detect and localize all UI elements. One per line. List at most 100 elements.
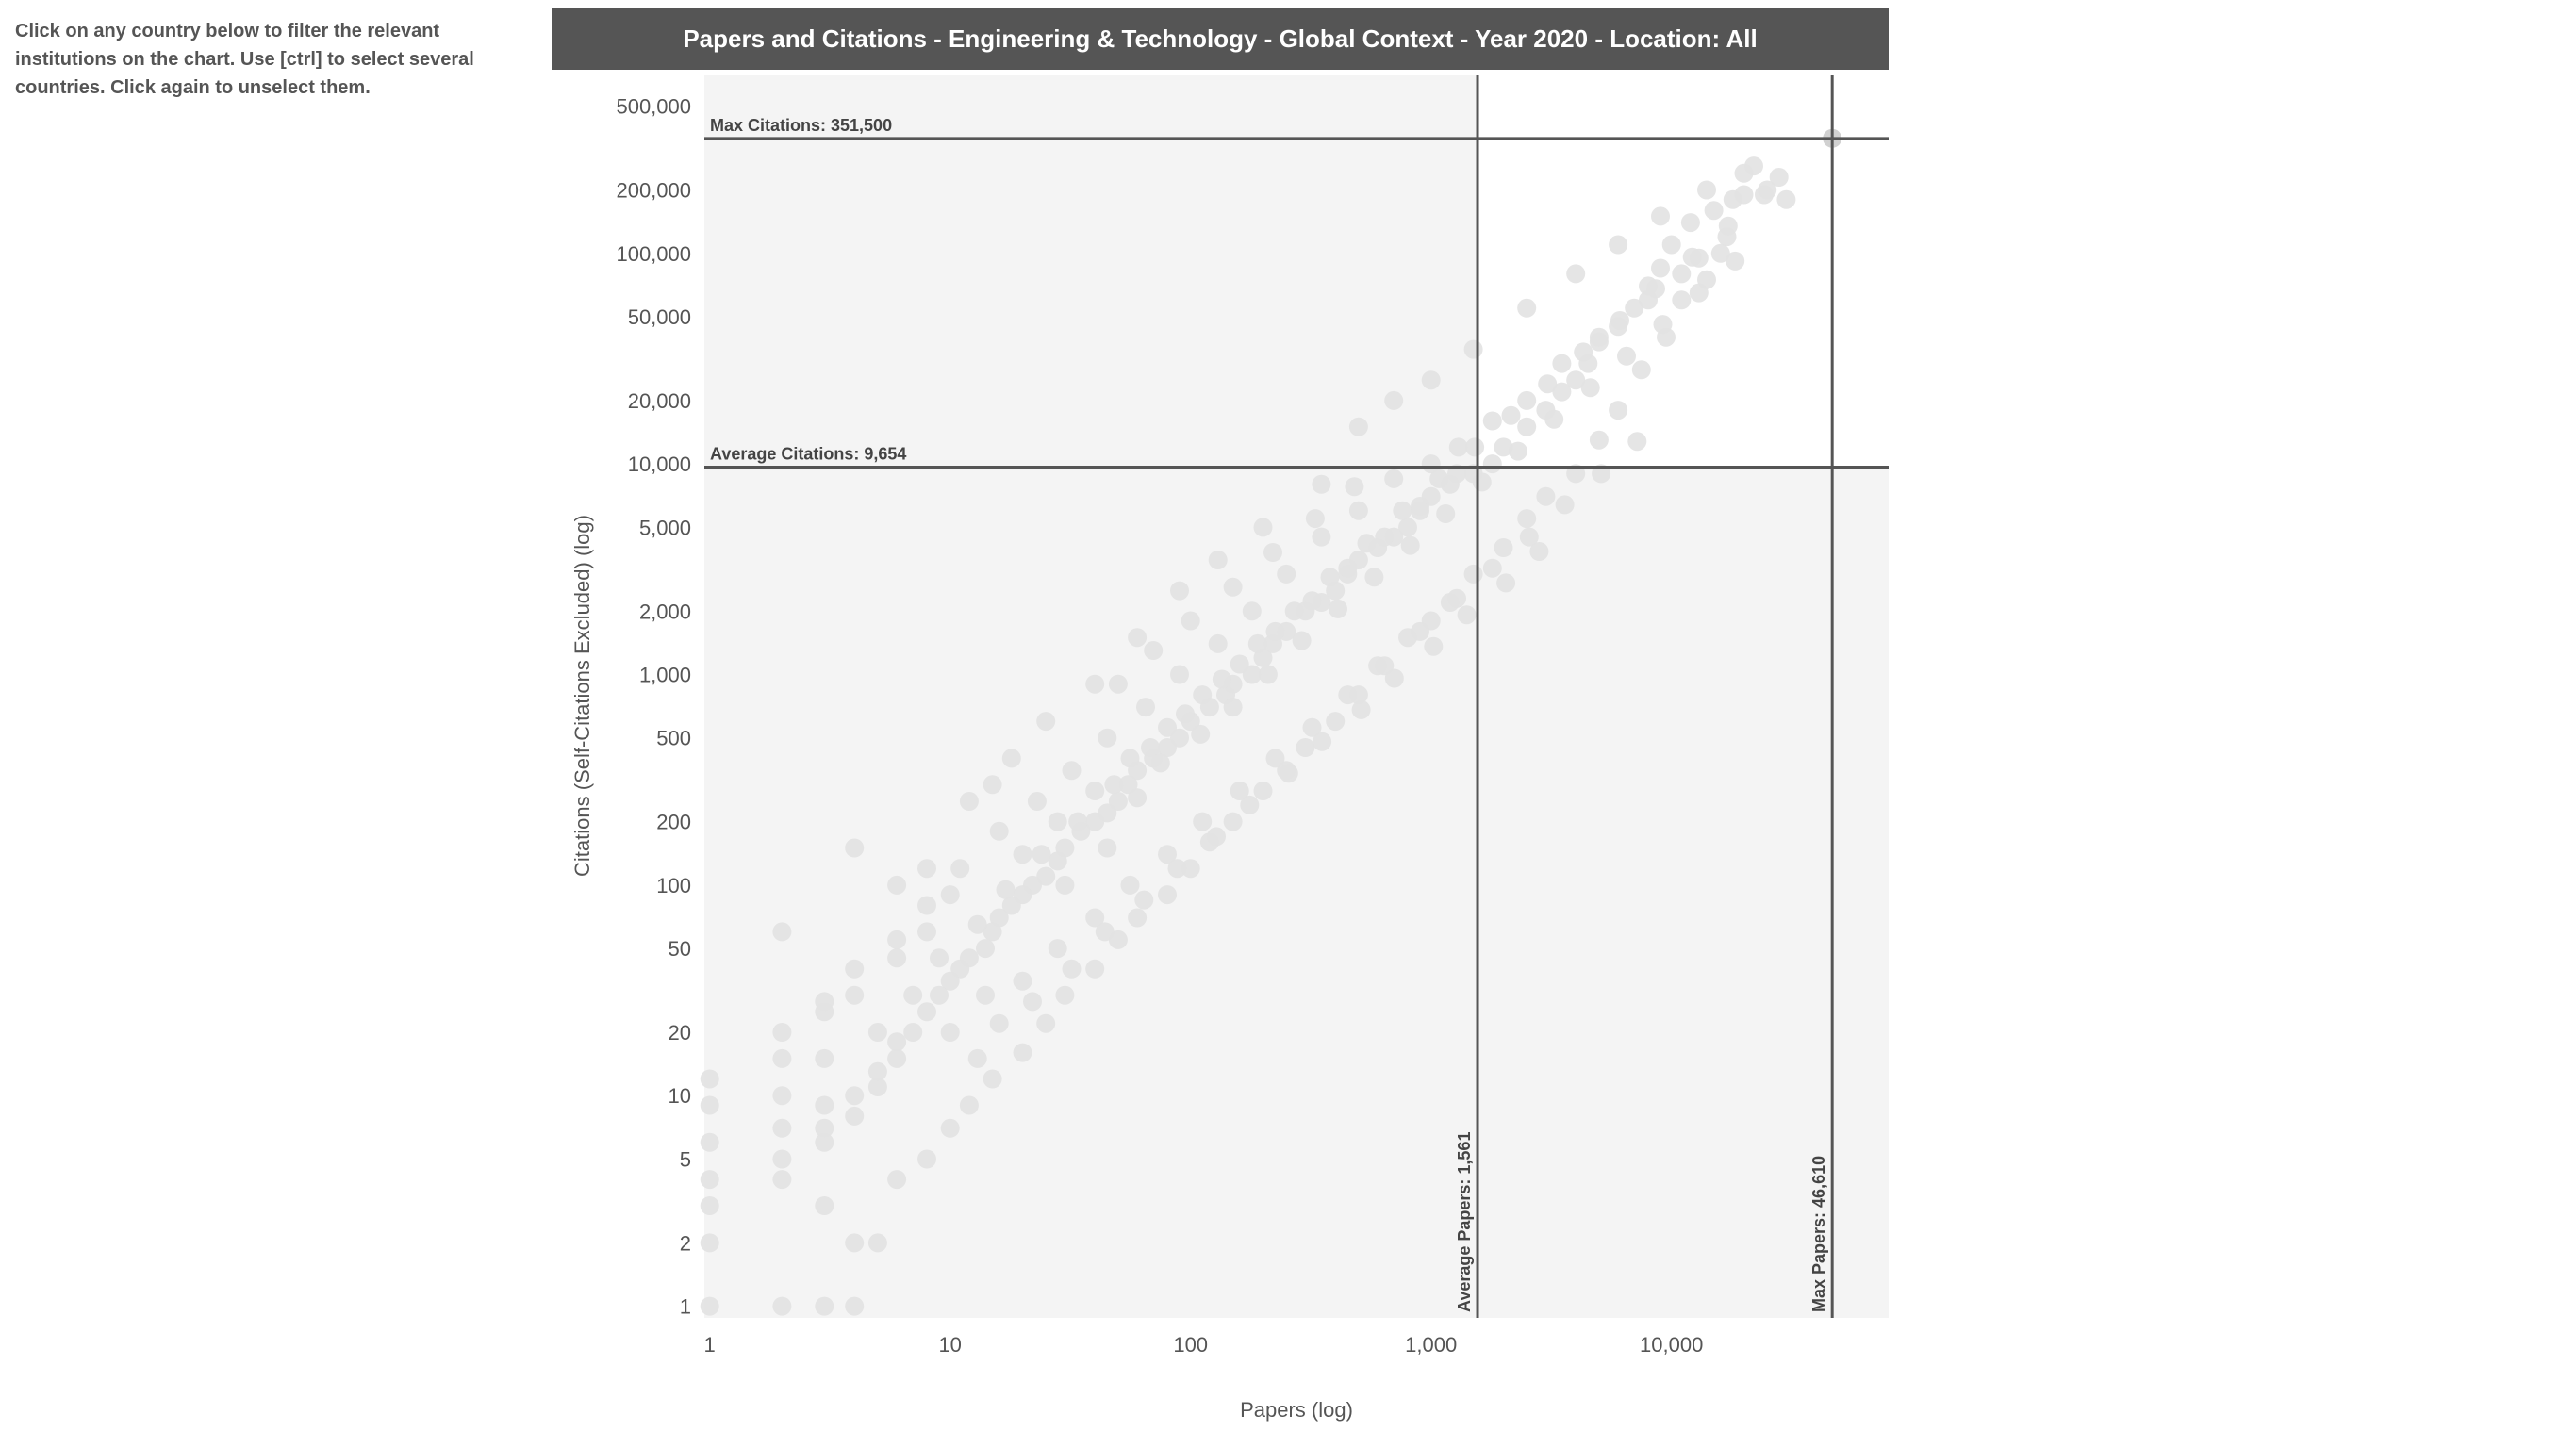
data-point bbox=[1574, 342, 1593, 362]
data-point bbox=[1242, 665, 1262, 684]
data-point bbox=[983, 775, 1002, 795]
data-point bbox=[1023, 992, 1042, 1012]
data-point bbox=[1589, 430, 1609, 450]
data-point bbox=[989, 821, 1009, 841]
data-point bbox=[1253, 518, 1273, 537]
x-tick-label: 100 bbox=[1173, 1333, 1208, 1357]
ref-label-x: Average Papers: 1,561 bbox=[1455, 1132, 1474, 1312]
data-point bbox=[700, 1196, 719, 1215]
data-point bbox=[1566, 264, 1586, 284]
data-point bbox=[845, 1086, 865, 1106]
data-point bbox=[959, 792, 979, 811]
data-point bbox=[1027, 792, 1047, 811]
data-point bbox=[1351, 699, 1371, 719]
data-point bbox=[1258, 665, 1278, 684]
data-point bbox=[1661, 235, 1681, 255]
data-point bbox=[1085, 674, 1105, 694]
data-point bbox=[1609, 235, 1628, 255]
data-point bbox=[989, 908, 1009, 928]
data-point bbox=[887, 1048, 907, 1068]
data-point bbox=[1552, 354, 1572, 373]
data-point bbox=[1108, 674, 1128, 694]
data-point bbox=[1384, 469, 1404, 488]
x-tick-label: 10 bbox=[938, 1333, 961, 1357]
data-point bbox=[1193, 812, 1213, 831]
data-point bbox=[1580, 378, 1600, 398]
data-point bbox=[1651, 206, 1670, 226]
data-point bbox=[1566, 464, 1586, 484]
y-tick-label: 50 bbox=[669, 937, 691, 961]
data-point bbox=[1279, 764, 1298, 783]
data-point bbox=[1726, 251, 1745, 271]
data-point bbox=[1312, 527, 1331, 547]
data-point bbox=[1036, 1013, 1056, 1033]
data-point bbox=[845, 1296, 865, 1316]
data-point bbox=[930, 948, 949, 968]
data-point bbox=[1230, 654, 1249, 674]
data-point bbox=[1338, 558, 1358, 578]
y-tick-label: 500,000 bbox=[616, 95, 691, 119]
data-point bbox=[1240, 795, 1260, 814]
data-point bbox=[1193, 685, 1213, 705]
data-point bbox=[1170, 581, 1189, 601]
data-point bbox=[1036, 866, 1056, 886]
data-point bbox=[996, 880, 1016, 899]
data-point bbox=[815, 1296, 834, 1316]
data-point bbox=[1617, 346, 1636, 366]
data-point bbox=[1338, 685, 1358, 705]
data-point bbox=[1001, 749, 1021, 768]
data-point bbox=[1032, 845, 1051, 864]
data-point bbox=[1672, 264, 1692, 284]
data-point bbox=[1463, 339, 1483, 359]
data-point bbox=[1085, 782, 1105, 800]
data-point bbox=[1048, 812, 1067, 831]
data-point bbox=[1128, 628, 1148, 648]
data-point bbox=[1482, 558, 1502, 578]
data-point bbox=[815, 1132, 834, 1152]
data-point bbox=[887, 1032, 907, 1052]
data-point bbox=[1625, 298, 1644, 318]
data-point bbox=[1375, 527, 1395, 547]
data-point bbox=[1141, 738, 1160, 757]
chart-title: Papers and Citations - Engineering & Tec… bbox=[552, 8, 1889, 70]
data-point bbox=[1068, 812, 1088, 831]
data-point bbox=[1223, 698, 1243, 717]
data-point bbox=[867, 1233, 887, 1253]
data-point bbox=[1672, 290, 1692, 310]
data-point bbox=[940, 885, 960, 905]
data-point bbox=[700, 1296, 719, 1316]
data-point bbox=[1536, 486, 1556, 506]
data-point bbox=[1589, 327, 1609, 347]
data-point bbox=[1104, 775, 1124, 795]
data-point bbox=[1769, 168, 1789, 187]
data-point bbox=[1305, 509, 1325, 529]
data-point bbox=[903, 1023, 923, 1042]
data-point bbox=[940, 971, 960, 991]
y-tick-label: 10,000 bbox=[628, 452, 691, 476]
data-point bbox=[1651, 258, 1670, 278]
data-point bbox=[1421, 370, 1441, 390]
data-point bbox=[950, 859, 970, 879]
data-point bbox=[772, 1170, 792, 1190]
y-tick-label: 2,000 bbox=[639, 600, 691, 623]
data-point bbox=[1646, 279, 1665, 299]
data-point bbox=[1098, 728, 1117, 748]
data-point bbox=[1191, 724, 1211, 744]
data-point bbox=[917, 1002, 936, 1022]
data-point bbox=[1036, 712, 1056, 732]
data-point bbox=[1482, 454, 1502, 474]
data-point bbox=[887, 875, 907, 895]
data-point bbox=[1609, 401, 1628, 420]
data-point bbox=[1364, 568, 1384, 587]
data-point bbox=[1517, 509, 1537, 529]
data-point bbox=[1181, 611, 1200, 631]
data-point bbox=[1538, 374, 1558, 394]
data-point bbox=[1345, 477, 1364, 497]
data-point bbox=[1529, 542, 1549, 561]
data-point bbox=[1136, 698, 1155, 717]
data-point bbox=[1689, 283, 1709, 303]
data-point bbox=[1134, 890, 1154, 910]
y-tick-label: 2 bbox=[680, 1231, 691, 1255]
data-point bbox=[983, 922, 1002, 942]
data-point bbox=[1508, 441, 1527, 461]
